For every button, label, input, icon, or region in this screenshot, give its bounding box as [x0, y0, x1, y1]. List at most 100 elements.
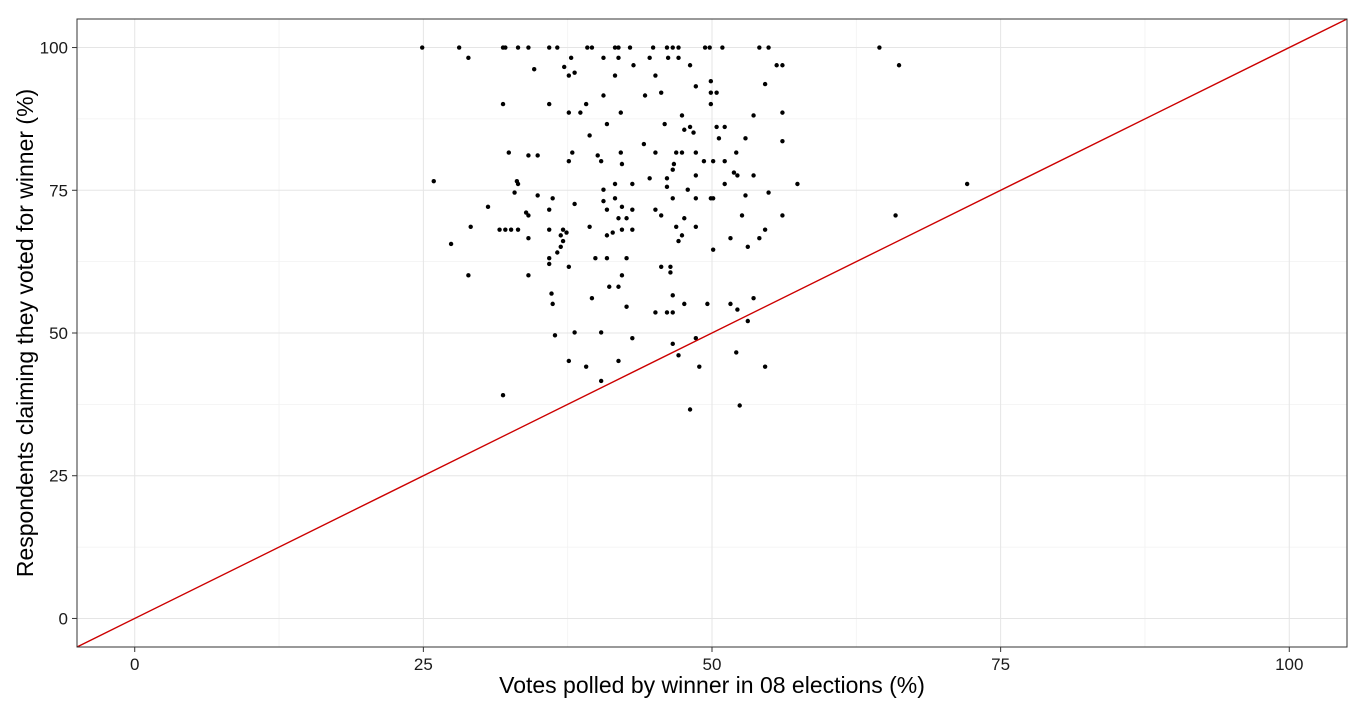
data-point [710, 196, 716, 201]
data-point [503, 45, 508, 50]
data-point [630, 227, 635, 232]
x-axis-ticks: 0 25 50 75 100 [130, 647, 1303, 674]
data-point [598, 330, 604, 335]
y-tick-label: 75 [49, 181, 68, 200]
data-point [497, 227, 502, 232]
data-point [679, 113, 685, 118]
data-point [566, 73, 572, 78]
data-point [598, 158, 604, 164]
data-point [701, 158, 707, 164]
data-point [731, 170, 737, 175]
data-point [589, 45, 595, 50]
data-point [547, 45, 552, 50]
data-point [728, 301, 733, 307]
data-point [674, 150, 679, 155]
data-point [566, 264, 572, 269]
data-point [555, 250, 560, 255]
data-point [664, 184, 670, 190]
data-point [745, 244, 750, 249]
data-point [624, 256, 629, 261]
data-point [682, 301, 687, 307]
data-point [780, 63, 785, 68]
data-point [702, 45, 708, 50]
data-point [448, 241, 454, 247]
data-point [526, 153, 531, 158]
data-point [535, 153, 540, 158]
data-point [550, 301, 555, 307]
data-point [670, 293, 675, 298]
data-point [693, 84, 699, 89]
data-point [526, 236, 531, 241]
data-point [572, 70, 577, 75]
data-point [722, 124, 727, 130]
data-point [751, 173, 756, 178]
data-point [431, 178, 436, 184]
data-point [766, 190, 771, 195]
data-point [708, 90, 714, 95]
data-point [693, 150, 699, 155]
data-point [707, 45, 712, 50]
data-point [693, 224, 699, 230]
data-point [526, 213, 531, 218]
data-point [659, 264, 664, 269]
x-tick-label: 25 [414, 655, 433, 674]
y-tick-label: 100 [40, 39, 68, 58]
x-axis-title: Votes polled by winner in 08 elections (… [499, 672, 925, 698]
data-point [616, 55, 621, 61]
data-point [506, 150, 511, 155]
data-point [774, 63, 779, 68]
data-point [572, 201, 577, 207]
data-point [716, 136, 722, 141]
data-point [653, 73, 658, 78]
data-point [708, 101, 714, 107]
data-point [670, 310, 675, 315]
data-point [604, 207, 610, 212]
data-point [714, 90, 719, 95]
data-point [964, 181, 970, 187]
data-point [500, 393, 506, 398]
data-point [691, 130, 696, 135]
data-point [722, 158, 727, 164]
data-point [630, 207, 635, 212]
data-point [735, 173, 740, 178]
y-axis-ticks: 0 25 50 75 100 [40, 39, 77, 628]
data-point [722, 181, 727, 187]
data-point [737, 403, 742, 408]
data-point [665, 55, 671, 61]
data-point [547, 207, 552, 212]
data-point [624, 304, 629, 309]
data-point [503, 227, 508, 232]
data-point [604, 121, 610, 127]
data-point [647, 55, 652, 61]
data-point [555, 45, 560, 50]
data-point [601, 198, 606, 204]
data-point [515, 45, 521, 50]
data-point [515, 181, 521, 187]
data-point [682, 127, 687, 132]
data-point [630, 181, 635, 187]
data-point [662, 121, 667, 127]
data-point [687, 124, 693, 130]
data-point [619, 227, 625, 232]
data-point [547, 227, 552, 232]
data-point [619, 161, 625, 167]
data-point [612, 181, 618, 187]
data-point [456, 45, 462, 50]
data-point [583, 101, 589, 107]
data-point [587, 224, 592, 230]
data-point [619, 204, 625, 210]
data-point [751, 295, 756, 301]
data-point [466, 273, 471, 278]
data-point [728, 236, 733, 241]
data-point [682, 216, 687, 221]
data-point [743, 136, 748, 141]
data-point [604, 256, 610, 261]
data-point [670, 341, 675, 347]
data-point [618, 150, 623, 155]
data-point [515, 227, 521, 232]
data-point [468, 224, 473, 230]
data-point [687, 63, 693, 68]
data-point [500, 101, 506, 107]
data-point [710, 158, 716, 164]
data-point [893, 213, 898, 218]
